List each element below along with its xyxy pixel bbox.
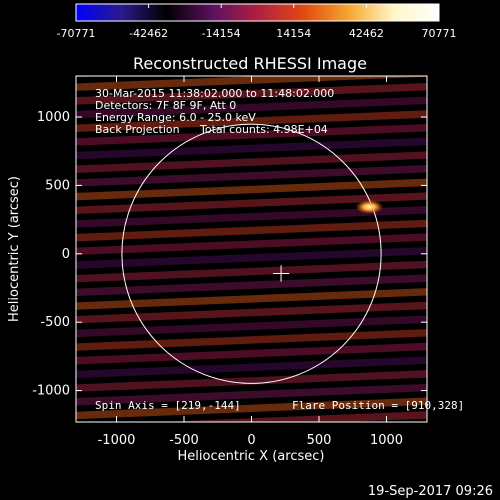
x-axis-label: Heliocentric X (arcsec) xyxy=(178,449,325,464)
plot-timestamp: 19-Sep-2017 09:26 xyxy=(368,484,493,499)
colorbar-tick-labels: -70771 -42462 -14154 14154 42462 70771 xyxy=(57,27,457,40)
colorbar: -70771 -42462 -14154 14154 42462 70771 xyxy=(57,3,457,40)
info-total-counts: Total counts: 4.98E+04 xyxy=(199,123,328,136)
back-projection-stripe xyxy=(76,247,427,269)
chart-title: Reconstructed RHESSI Image xyxy=(133,54,367,73)
colorbar-tick-label: 70771 xyxy=(422,27,457,40)
info-method: Back Projection xyxy=(95,123,180,136)
back-projection-stripe xyxy=(76,192,427,215)
back-projection-stripe xyxy=(76,288,427,310)
colorbar-tick-label: -14154 xyxy=(202,27,241,40)
back-projection-stripe xyxy=(76,342,427,365)
colorbar-tick-label: 14154 xyxy=(276,27,311,40)
y-tick-label: 0 xyxy=(62,247,70,262)
colorbar-tick-label: 42462 xyxy=(349,27,384,40)
flare-position-label: Flare Position = [910,328] xyxy=(292,399,464,412)
x-axis-ticks: -1000 -500 0 500 1000 xyxy=(98,76,403,448)
back-projection-stripe xyxy=(76,301,427,324)
colorbar-tick-label: -42462 xyxy=(129,27,168,40)
y-tick-label: 500 xyxy=(45,178,70,193)
back-projection-stripe xyxy=(76,356,427,379)
info-detectors: Detectors: 7F 8F 9F, Att 0 xyxy=(95,99,236,112)
y-tick-label: 1000 xyxy=(37,110,70,125)
back-projection-stripe xyxy=(76,96,427,119)
colorbar-ticks xyxy=(75,4,440,8)
back-projection-stripe xyxy=(76,260,427,283)
back-projection-stripe xyxy=(76,274,427,297)
back-projection-stripe xyxy=(76,151,427,173)
back-projection-stripe xyxy=(76,165,427,187)
back-projection-stripe xyxy=(76,137,427,160)
back-projection-stripe xyxy=(76,233,427,256)
y-tick-label: -500 xyxy=(40,315,70,330)
back-projection-stripe xyxy=(76,110,427,132)
x-tick-label: 500 xyxy=(307,433,332,448)
back-projection-stripe xyxy=(76,82,427,105)
central-dark-band xyxy=(76,76,427,422)
back-projection-stripe xyxy=(76,178,427,201)
x-tick-label: -500 xyxy=(169,433,199,448)
colorbar-gradient xyxy=(75,3,440,22)
x-tick-label: -1000 xyxy=(98,433,136,448)
back-projection-stripe xyxy=(76,206,427,228)
back-projection-stripe xyxy=(76,370,427,392)
back-projection-stripe xyxy=(76,219,427,242)
colorbar-tick-label: -70771 xyxy=(57,27,96,40)
back-projection-stripe xyxy=(76,397,427,420)
info-energy-range: Energy Range: 6.0 - 25.0 keV xyxy=(95,111,256,124)
back-projection-stripe xyxy=(76,329,427,351)
back-projection-stripe xyxy=(76,123,427,146)
solar-limb xyxy=(121,123,382,384)
flare-source xyxy=(355,199,384,214)
image-panel: -1000 -500 0 500 1000 1000 500 0 -500 -1000 xyxy=(32,75,428,448)
x-tick-label: 1000 xyxy=(370,433,403,448)
back-projection-stripe xyxy=(76,383,427,406)
y-tick-label: -1000 xyxy=(32,384,70,399)
back-projection-stripe xyxy=(76,315,427,338)
info-time-range: 30-Mar-2015 11:38:02.000 to 11:48:02.000 xyxy=(95,87,334,100)
x-tick-label: 0 xyxy=(247,433,255,448)
y-axis-ticks: 1000 500 0 -500 -1000 xyxy=(32,110,427,399)
y-axis-label: Heliocentric Y (arcsec) xyxy=(7,176,22,322)
plot-clipped-content xyxy=(76,76,427,422)
back-projection-stripe xyxy=(76,76,427,91)
spin-axis-label: Spin Axis = [219,-144] xyxy=(95,399,241,412)
back-projection-stripes xyxy=(76,76,427,422)
spin-axis-cross xyxy=(272,265,290,282)
observation-info: 30-Mar-2015 11:38:02.000 to 11:48:02.000… xyxy=(95,87,334,136)
back-projection-stripe xyxy=(159,411,427,422)
